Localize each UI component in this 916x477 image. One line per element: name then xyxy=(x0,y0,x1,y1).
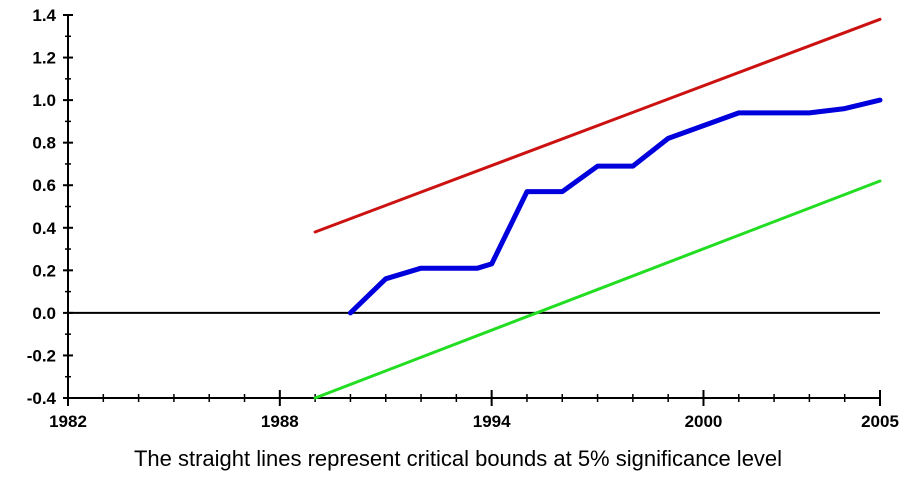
x-tick-label: 1988 xyxy=(261,412,299,431)
x-tick-label: 1994 xyxy=(473,412,511,431)
axes xyxy=(63,14,881,406)
y-tick-label: 0.2 xyxy=(32,261,56,280)
y-tick-label: -0.4 xyxy=(27,389,57,408)
series-line-3 xyxy=(313,179,882,400)
chart-caption: The straight lines represent critical bo… xyxy=(133,446,783,471)
y-tick-label: 1.4 xyxy=(32,6,56,25)
y-tick-label: 0.8 xyxy=(32,134,56,153)
y-tick-label: 0.0 xyxy=(32,304,56,323)
y-tick-label: -0.2 xyxy=(27,346,56,365)
tick-labels: -0.4 -0.2 0.0 0.2 0.4 0.6 0.8 1.0 1.2 1.4 1982 1988… xyxy=(27,6,899,431)
series-line-2 xyxy=(313,17,882,234)
y-tick-label: 0.6 xyxy=(32,176,56,195)
x-tick-label: 1982 xyxy=(49,412,87,431)
y-tick-label: 1.0 xyxy=(32,91,56,110)
y-tick-label: 1.2 xyxy=(32,49,56,68)
y-tick-label: 0.4 xyxy=(32,219,56,238)
x-tick-label: 2005 xyxy=(861,412,899,431)
series-layer xyxy=(313,17,883,400)
series-line-1 xyxy=(347,97,883,316)
x-tick-label: 2000 xyxy=(685,412,723,431)
